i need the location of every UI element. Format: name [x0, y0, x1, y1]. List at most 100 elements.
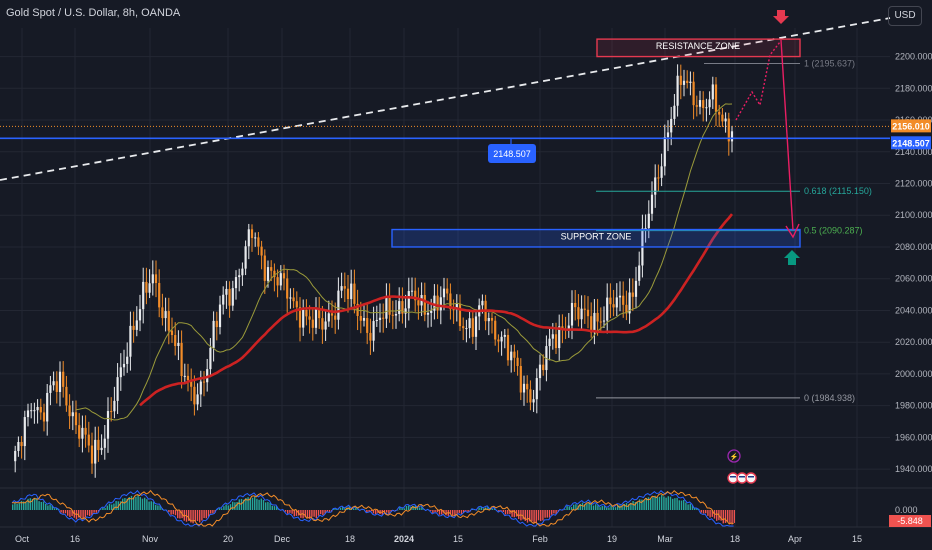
candle-body — [596, 312, 599, 322]
histogram-bar — [317, 510, 320, 516]
candle-body — [337, 290, 340, 320]
histogram-bar — [170, 510, 172, 515]
histogram-bar — [716, 510, 718, 521]
candle-body — [110, 411, 113, 413]
candle-body — [94, 439, 97, 464]
indicator-zero-label: 0.000 — [895, 505, 918, 515]
candle-body — [177, 342, 180, 347]
histogram-bar — [342, 506, 344, 510]
candle-body — [68, 405, 71, 417]
candle-body — [90, 445, 94, 464]
histogram-bar — [456, 510, 458, 514]
histogram-bar — [537, 510, 540, 521]
histogram-bar — [612, 506, 614, 510]
candle-body — [449, 293, 452, 310]
candle-body — [183, 375, 186, 377]
histogram-bar — [711, 510, 713, 517]
candle-body — [519, 366, 522, 393]
current-price-value: 2156.010 — [892, 121, 930, 131]
histogram-bar — [403, 508, 405, 510]
histogram-bar — [630, 502, 632, 510]
candle-body — [634, 280, 638, 297]
histogram-bar — [548, 510, 551, 518]
candle-body — [631, 292, 634, 297]
candle-body — [583, 308, 586, 310]
histogram-bar — [190, 510, 192, 523]
histogram-bar — [518, 510, 520, 519]
histogram-bar — [419, 507, 421, 510]
histogram-bar — [256, 498, 258, 510]
candle-body — [404, 308, 407, 314]
histogram-bar — [251, 497, 254, 510]
histogram-bar — [465, 510, 467, 511]
histogram-bar — [696, 508, 698, 510]
candle-body — [663, 137, 666, 167]
candle-body — [180, 342, 183, 376]
candle-body — [650, 194, 654, 214]
candle-body — [231, 288, 234, 306]
histogram-bar — [322, 510, 324, 516]
histogram-bar — [306, 510, 309, 519]
candle-body — [145, 281, 148, 293]
x-tick-label: Mar — [657, 534, 673, 544]
candle-body — [410, 290, 414, 292]
candle-body — [638, 265, 641, 281]
candle-body — [170, 330, 174, 336]
histogram-bar — [309, 510, 311, 519]
candle-body — [270, 267, 273, 271]
candle-body — [666, 132, 670, 138]
candle-body — [324, 321, 327, 330]
candle-body — [263, 255, 266, 281]
currency-button[interactable]: USD — [888, 6, 922, 26]
candles — [14, 64, 734, 478]
histogram-bar — [647, 497, 650, 510]
histogram-bar — [636, 501, 639, 510]
candle-body — [426, 312, 430, 315]
histogram-bar — [249, 498, 251, 510]
candle-body — [372, 321, 375, 341]
histogram-bar — [150, 501, 152, 510]
histogram-bar — [29, 498, 31, 510]
candle-body — [385, 297, 388, 319]
candle-body — [97, 439, 100, 451]
histogram-bar — [78, 510, 80, 518]
histogram-bar — [533, 510, 535, 524]
histogram-bar — [553, 510, 555, 514]
histogram-bar — [326, 510, 328, 512]
ma-fast-line — [75, 103, 733, 421]
candle-body — [254, 237, 257, 239]
histogram-bar — [595, 504, 597, 510]
candle-body — [202, 381, 206, 383]
y-tick-label: 2120.000 — [895, 179, 932, 189]
histogram-bar — [40, 501, 42, 510]
resistance-zone-label: RESISTANCE ZONE — [656, 41, 740, 51]
candle-body — [78, 425, 81, 439]
candle-body — [199, 381, 202, 395]
histogram-bar — [432, 510, 434, 514]
ma-slow-line — [139, 213, 734, 407]
histogram-bar — [603, 505, 606, 510]
candle-body — [510, 351, 513, 361]
x-tick-label: 15 — [453, 534, 463, 544]
candle-body — [33, 410, 36, 412]
x-tick-label: Nov — [142, 534, 159, 544]
candle-body — [42, 412, 46, 422]
candle-body — [474, 316, 478, 337]
candle-body — [366, 318, 369, 333]
histogram-bar — [194, 510, 196, 522]
histogram-bar — [399, 507, 401, 510]
candle-body — [244, 246, 247, 269]
histogram-bar — [130, 495, 133, 510]
histogram-bar — [247, 497, 249, 510]
histogram-bar — [188, 510, 190, 521]
histogram-bar — [36, 498, 38, 510]
candle-body — [644, 228, 647, 230]
projection-arrow-line — [780, 39, 794, 231]
candle-body — [212, 320, 215, 348]
histogram-bar — [104, 508, 106, 510]
candle-body — [702, 100, 705, 109]
histogram-bar — [542, 510, 544, 521]
candle-body — [548, 338, 551, 347]
